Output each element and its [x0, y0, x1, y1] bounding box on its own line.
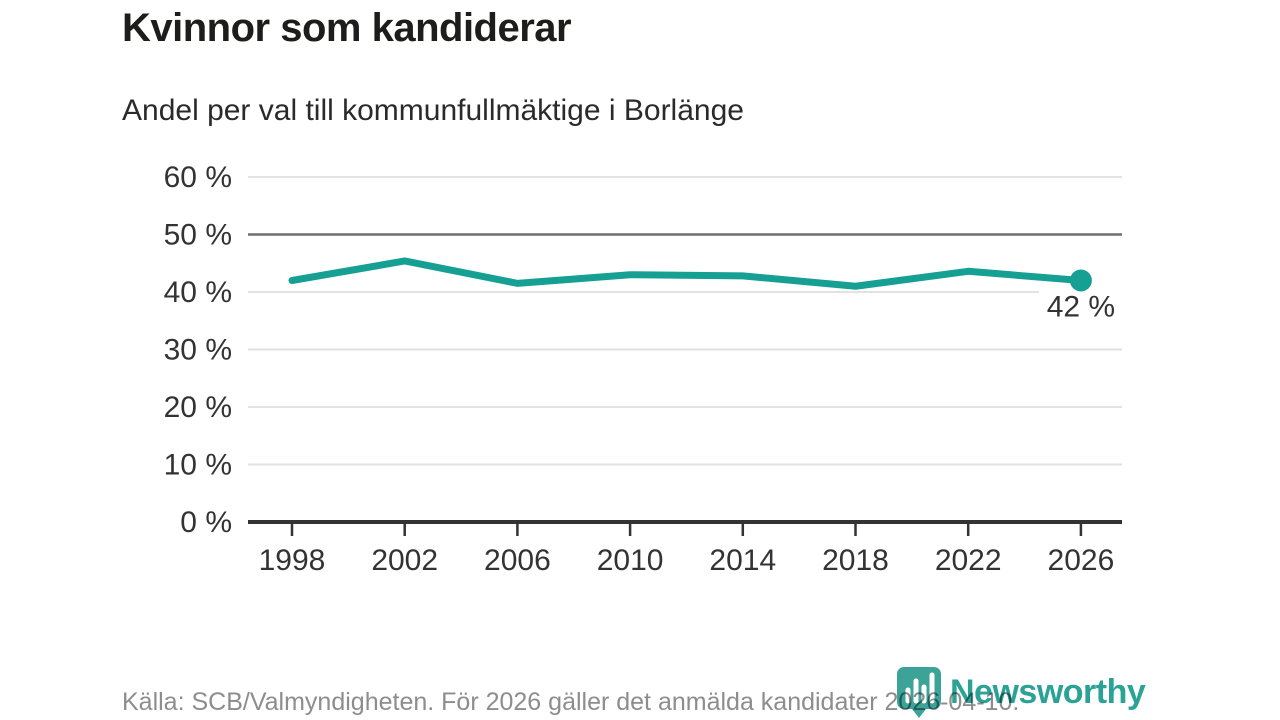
newsworthy-pin-icon — [897, 667, 941, 718]
x-axis-tick-label: 2022 — [935, 544, 1002, 577]
newsworthy-logo: Newsworthy — [896, 666, 1146, 718]
x-axis-tick-label: 2010 — [597, 544, 664, 577]
end-label-halo — [1038, 288, 1123, 321]
chart-subtitle: Andel per val till kommunfullmäktige i B… — [122, 94, 744, 127]
source-note: Källa: SCB/Valmyndigheten. För 2026 gäll… — [122, 688, 1020, 716]
y-axis-tick-label: 20 % — [164, 391, 232, 424]
newsworthy-wordmark: Newsworthy — [950, 672, 1146, 711]
x-axis-tick-label: 1998 — [259, 544, 326, 577]
y-axis-tick-label: 30 % — [164, 334, 232, 367]
x-axis-tick-label: 2018 — [822, 544, 889, 577]
y-axis-tick-label: 50 % — [164, 219, 232, 252]
y-axis-tick-label: 0 % — [180, 506, 232, 539]
page-title: Kvinnor som kandiderar — [122, 6, 572, 50]
x-axis-tick-label: 2006 — [484, 544, 551, 577]
x-axis-tick-label: 2014 — [709, 544, 776, 577]
data-line — [288, 257, 1085, 290]
x-axis-tick-label: 2002 — [371, 544, 438, 577]
end-point-marker — [1069, 269, 1092, 292]
y-axis-tick-label: 60 % — [164, 161, 232, 194]
end-point-label: 42 % — [1047, 291, 1115, 324]
x-axis-tick-label: 2026 — [1048, 544, 1115, 577]
y-axis-tick-label: 40 % — [164, 276, 232, 309]
y-axis-tick-label: 10 % — [164, 449, 232, 482]
